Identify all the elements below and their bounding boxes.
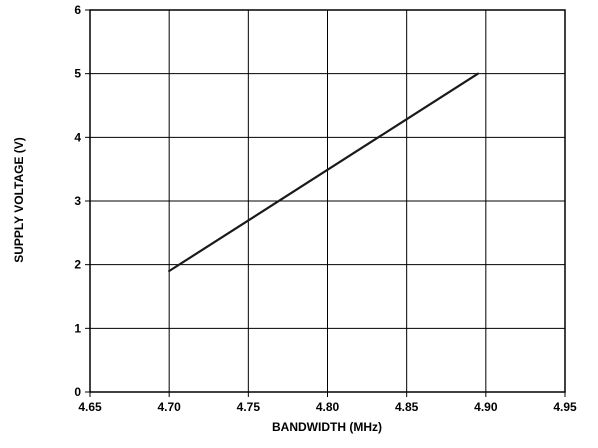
y-tick-label: 2 xyxy=(74,258,81,272)
y-tick-label: 4 xyxy=(74,130,81,144)
grid xyxy=(85,9,566,397)
y-tick-label: 0 xyxy=(74,385,81,399)
series-line xyxy=(168,72,479,273)
y-tick-label: 5 xyxy=(74,67,81,81)
series-layer xyxy=(168,72,479,273)
y-axis-label: SUPPLY VOLTAGE (V) xyxy=(12,137,26,263)
x-tick-label: 4.95 xyxy=(553,400,577,414)
x-tick-label: 4.65 xyxy=(78,400,102,414)
x-tick-label: 4.90 xyxy=(474,400,498,414)
y-tick-label: 3 xyxy=(74,194,81,208)
y-tick-label: 6 xyxy=(74,3,81,17)
x-tick-label: 4.70 xyxy=(157,400,181,414)
x-tick-label: 4.80 xyxy=(316,400,340,414)
x-axis-label: BANDWIDTH (MHz) xyxy=(272,420,382,434)
x-tick-labels: 4.65 4.70 4.75 4.80 4.85 4.90 4.95 xyxy=(78,400,577,414)
y-tick-labels: 0 1 2 3 4 5 6 xyxy=(74,3,81,399)
x-tick-label: 4.75 xyxy=(237,400,261,414)
y-tick-label: 1 xyxy=(74,321,81,335)
x-tick-label: 4.85 xyxy=(395,400,419,414)
plot-frame xyxy=(89,9,566,393)
